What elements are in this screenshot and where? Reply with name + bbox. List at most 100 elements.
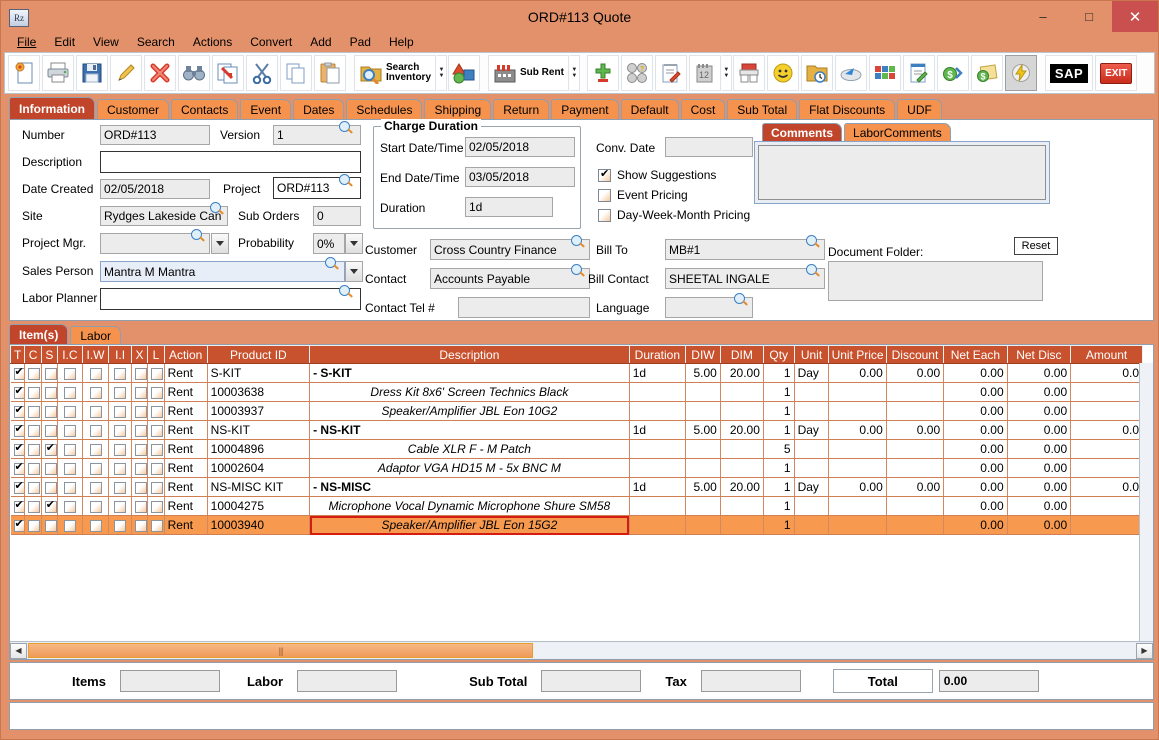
users-help-icon[interactable]: ?: [620, 55, 653, 91]
cell-checkbox-ic[interactable]: [57, 477, 83, 497]
print-icon[interactable]: [42, 55, 74, 91]
cell-dim[interactable]: 20.00: [720, 477, 764, 497]
unchecked-checkbox-icon[interactable]: [28, 367, 41, 380]
cell-checkbox-ii[interactable]: [108, 401, 132, 421]
cell-discount[interactable]: [886, 382, 945, 402]
cell-checkbox-l[interactable]: [147, 401, 165, 421]
col-description[interactable]: Description: [309, 345, 630, 364]
tab-return[interactable]: Return: [493, 99, 550, 119]
cell-qty[interactable]: 1: [763, 477, 795, 497]
bill-to-field[interactable]: MB#1: [665, 239, 825, 260]
copy-icon[interactable]: [280, 55, 312, 91]
cell-net-each[interactable]: 0.00: [943, 401, 1008, 421]
cell-checkbox-t[interactable]: [10, 382, 26, 402]
unchecked-checkbox-icon[interactable]: [89, 462, 102, 475]
cell-checkbox-x[interactable]: [131, 477, 149, 497]
cell-description[interactable]: Speaker/Amplifier JBL Eon 10G2: [309, 401, 630, 421]
cell-net-each[interactable]: 0.00: [943, 496, 1008, 516]
tab-default[interactable]: Default: [620, 99, 679, 119]
notes-edit-icon[interactable]: [654, 55, 687, 91]
folder-clock-icon[interactable]: [800, 55, 833, 91]
cell-product-id[interactable]: 10004275: [207, 496, 311, 516]
search-inventory-button[interactable]: Search Inventory: [354, 55, 437, 91]
smiley-icon[interactable]: [766, 55, 799, 91]
unchecked-checkbox-icon[interactable]: [134, 386, 147, 399]
unchecked-checkbox-icon[interactable]: [114, 424, 127, 437]
cell-dim[interactable]: [720, 496, 764, 516]
unchecked-checkbox-icon[interactable]: [63, 386, 76, 399]
cell-dim[interactable]: 20.00: [720, 420, 764, 440]
cell-checkbox-iw[interactable]: [82, 420, 110, 440]
tab-items[interactable]: Item(s): [9, 324, 69, 344]
end-datetime-field[interactable]: 03/05/2018: [465, 167, 575, 187]
calendar-dropdown-icon[interactable]: ▼ ▼: [721, 55, 732, 91]
cell-qty[interactable]: 1: [763, 382, 795, 402]
cell-net-disc[interactable]: 0.00: [1007, 363, 1072, 383]
cell-unit-price[interactable]: [828, 401, 887, 421]
col-qty[interactable]: Qty: [762, 345, 795, 364]
cell-diw[interactable]: [685, 401, 721, 421]
cell-product-id[interactable]: NS-KIT: [207, 420, 311, 440]
cell-checkbox-t[interactable]: [10, 458, 26, 478]
scroll-right-icon[interactable]: ▶: [1136, 642, 1153, 659]
tab-schedules[interactable]: Schedules: [346, 99, 423, 119]
sub-orders-field[interactable]: 0: [313, 206, 361, 226]
cell-unit-price[interactable]: [828, 496, 887, 516]
cell-amount[interactable]: [1070, 496, 1143, 516]
cell-qty[interactable]: 1: [763, 496, 795, 516]
col-ic[interactable]: I.C: [57, 345, 83, 364]
unchecked-checkbox-icon[interactable]: [28, 462, 41, 475]
col-discount[interactable]: Discount: [885, 345, 945, 364]
cell-checkbox-t[interactable]: [10, 420, 26, 440]
cell-unit[interactable]: [794, 515, 830, 535]
comments-box[interactable]: [754, 141, 1050, 204]
tab-sub-total[interactable]: Sub Total: [727, 99, 798, 119]
col-diw[interactable]: DIW: [685, 345, 721, 364]
probability-field[interactable]: 0%: [313, 233, 345, 254]
tab-comments[interactable]: Comments: [762, 123, 843, 141]
sub-total-field[interactable]: [541, 670, 642, 692]
cell-checkbox-ii[interactable]: [108, 382, 132, 402]
cell-amount[interactable]: 0.0: [1070, 420, 1143, 440]
cell-dim[interactable]: [720, 439, 764, 459]
cell-net-each[interactable]: 0.00: [943, 458, 1008, 478]
cell-discount[interactable]: [886, 401, 945, 421]
cell-amount[interactable]: [1070, 401, 1143, 421]
cell-checkbox-ic[interactable]: [57, 401, 83, 421]
cell-description[interactable]: - S-KIT: [309, 363, 630, 383]
new-document-icon[interactable]: [8, 55, 40, 91]
col-x[interactable]: X: [130, 345, 149, 364]
unchecked-checkbox-icon[interactable]: [63, 462, 76, 475]
cell-checkbox-iw[interactable]: [82, 401, 110, 421]
unchecked-checkbox-icon[interactable]: [89, 500, 102, 513]
cell-duration[interactable]: [629, 458, 687, 478]
cell-unit-price[interactable]: [828, 382, 887, 402]
cell-amount[interactable]: [1070, 382, 1143, 402]
scroll-thumb[interactable]: |||: [28, 643, 533, 658]
cell-duration[interactable]: 1d: [629, 420, 687, 440]
cell-unit[interactable]: [794, 496, 830, 516]
cell-amount[interactable]: [1070, 458, 1143, 478]
checked-checkbox-icon[interactable]: [44, 441, 57, 456]
comments-textarea[interactable]: [758, 145, 1046, 200]
save-icon[interactable]: [76, 55, 108, 91]
cell-checkbox-t[interactable]: [10, 515, 26, 535]
cell-checkbox-s[interactable]: [41, 382, 59, 402]
maximize-icon[interactable]: □: [1085, 9, 1093, 24]
menu-actions[interactable]: Actions: [192, 35, 233, 49]
unchecked-checkbox-icon[interactable]: [63, 481, 76, 494]
database-icon[interactable]: [868, 55, 901, 91]
unchecked-checkbox-icon[interactable]: [63, 443, 76, 456]
cell-checkbox-s[interactable]: [41, 477, 59, 497]
cell-checkbox-l[interactable]: [147, 363, 165, 383]
cell-checkbox-c[interactable]: [24, 420, 42, 440]
cell-discount[interactable]: [886, 458, 945, 478]
tab-shipping[interactable]: Shipping: [424, 99, 492, 119]
cell-checkbox-l[interactable]: [147, 458, 165, 478]
scroll-left-icon[interactable]: ◀: [10, 642, 27, 659]
unchecked-checkbox-icon[interactable]: [89, 519, 102, 532]
cell-product-id[interactable]: 10004896: [207, 439, 311, 459]
tab-cost[interactable]: Cost: [680, 99, 726, 119]
cell-description[interactable]: Adaptor VGA HD15 M - 5x BNC M: [309, 458, 630, 478]
